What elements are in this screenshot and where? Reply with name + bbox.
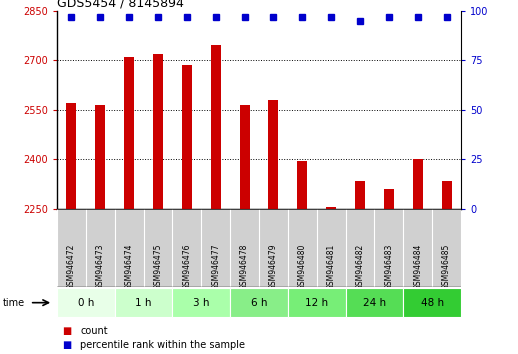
Bar (153, 53, 163, 209)
Text: ■: ■ (62, 326, 71, 336)
Bar (172, 288, 230, 317)
Bar (441, 181, 452, 209)
Text: 0 h: 0 h (78, 298, 94, 308)
Bar (230, 288, 288, 317)
Bar (124, 57, 134, 209)
Text: 12 h: 12 h (305, 298, 328, 308)
Bar (413, 159, 423, 209)
Text: ■: ■ (62, 340, 71, 350)
Text: 3 h: 3 h (193, 298, 209, 308)
Text: percentile rank within the sample: percentile rank within the sample (80, 340, 246, 350)
Bar (297, 161, 307, 209)
Text: count: count (80, 326, 108, 336)
Bar (268, 100, 279, 209)
Bar (114, 288, 172, 317)
Bar (211, 45, 221, 209)
Bar (346, 288, 404, 317)
Text: 6 h: 6 h (251, 298, 267, 308)
Text: 1 h: 1 h (135, 298, 152, 308)
Bar (57, 288, 114, 317)
Bar (95, 105, 105, 209)
Bar (182, 65, 192, 209)
Text: 24 h: 24 h (363, 298, 386, 308)
Bar (404, 288, 461, 317)
Bar (288, 288, 346, 317)
Text: 48 h: 48 h (421, 298, 444, 308)
Text: GDS5454 / 8145894: GDS5454 / 8145894 (57, 0, 184, 10)
Bar (239, 105, 250, 209)
Bar (326, 207, 336, 209)
Bar (384, 189, 394, 209)
Text: time: time (3, 298, 25, 308)
Bar (355, 181, 365, 209)
Bar (66, 103, 77, 209)
